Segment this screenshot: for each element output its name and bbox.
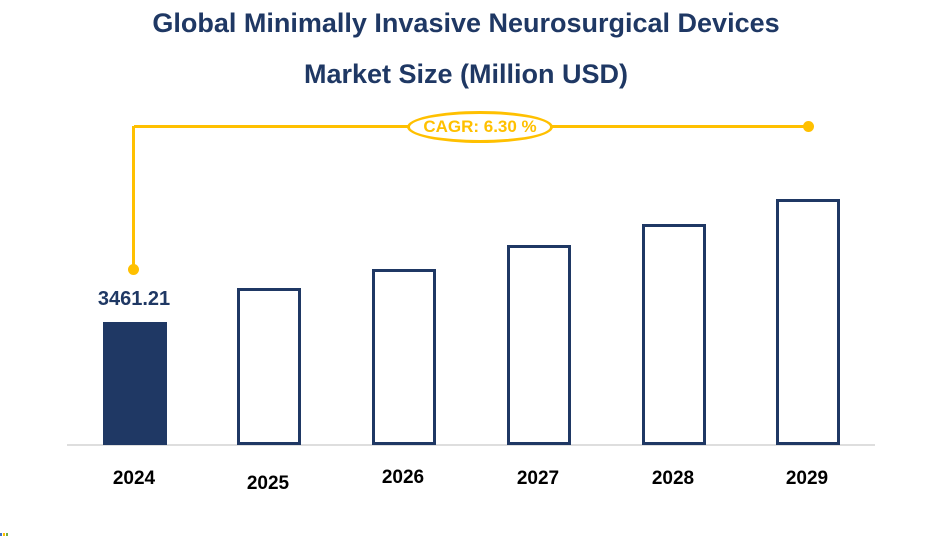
bar-2028: [642, 224, 706, 445]
x-axis-line: [67, 444, 875, 446]
cagr-callout-vertical-line: [132, 126, 135, 268]
x-axis-label-2025: 2025: [246, 473, 290, 494]
chart-title-line-2: Market Size (Million USD): [303, 59, 629, 89]
chart-title-line-1: Global Minimally Invasive Neurosurgical …: [152, 8, 780, 38]
cagr-badge: CAGR: 6.30 %: [407, 111, 553, 143]
bar-2029: [776, 199, 840, 445]
cagr-label: CAGR: 6.30 %: [423, 117, 537, 136]
x-axis-label-2024: 2024: [112, 468, 156, 489]
bar-2027: [507, 245, 571, 445]
value-label-2024: 3461.21: [97, 288, 171, 310]
cagr-callout-start-dot: [128, 264, 139, 275]
x-axis-label-2028: 2028: [651, 468, 695, 489]
corner-artifact: [0, 533, 8, 536]
bar-2024: [103, 322, 167, 445]
x-axis-label-2029: 2029: [785, 468, 829, 489]
cagr-callout-end-dot: [803, 121, 814, 132]
x-axis-label-2026: 2026: [381, 467, 425, 488]
x-axis-label-2027: 2027: [516, 468, 560, 489]
bar-2026: [372, 269, 436, 445]
bar-2025: [237, 288, 301, 445]
